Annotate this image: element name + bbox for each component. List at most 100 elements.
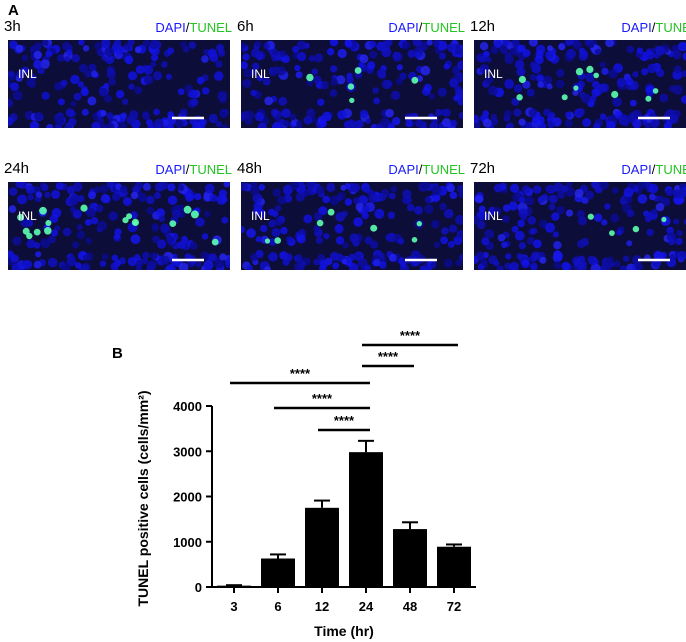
dapi-nucleus [157, 239, 167, 249]
dapi-nucleus [306, 182, 317, 189]
dapi-nucleus [18, 182, 28, 189]
dapi-nucleus [242, 78, 252, 88]
dapi-nucleus [350, 183, 361, 193]
dapi-nucleus [246, 264, 253, 270]
dapi-nucleus [385, 233, 393, 242]
stain-separator: / [418, 162, 423, 177]
stain-separator: / [185, 20, 190, 35]
dapi-nucleus [369, 40, 377, 48]
dapi-nucleus [9, 40, 18, 50]
dapi-label: DAPI [621, 20, 652, 35]
dapi-nucleus [395, 78, 403, 85]
dapi-nucleus [271, 53, 279, 62]
tunel-positive-cell [45, 220, 52, 226]
dapi-nucleus [626, 209, 635, 218]
dapi-nucleus [178, 184, 185, 191]
dapi-nucleus [493, 184, 503, 193]
dapi-nucleus [601, 219, 608, 226]
dapi-nucleus [177, 88, 185, 96]
dapi-nucleus [263, 42, 270, 50]
dapi-nucleus [678, 189, 686, 199]
dapi-nucleus [623, 187, 634, 198]
dapi-nucleus [65, 108, 75, 118]
dapi-nucleus [90, 70, 98, 78]
dapi-nucleus [503, 115, 510, 122]
dapi-nucleus [99, 184, 109, 194]
dapi-nucleus [20, 67, 27, 74]
dapi-nucleus [100, 123, 107, 128]
dapi-nucleus [221, 216, 229, 224]
dapi-nucleus [676, 229, 683, 237]
dapi-nucleus [361, 211, 368, 218]
dapi-nucleus [319, 119, 327, 128]
dapi-nucleus [153, 108, 161, 116]
dapi-nucleus [134, 86, 143, 95]
dapi-nucleus [135, 65, 145, 75]
dapi-nucleus [616, 77, 626, 88]
dapi-nucleus [359, 109, 369, 119]
dapi-nucleus [101, 253, 109, 261]
dapi-nucleus [311, 68, 318, 75]
dapi-nucleus [142, 251, 150, 259]
dapi-nucleus [73, 182, 82, 191]
dapi-nucleus [501, 241, 508, 248]
dapi-nucleus [622, 255, 630, 263]
dapi-nucleus [57, 54, 65, 62]
dapi-nucleus [264, 266, 271, 270]
dapi-nucleus [15, 44, 24, 53]
tunel-positive-cell [661, 216, 667, 223]
dapi-nucleus [134, 254, 141, 261]
dapi-nucleus [387, 211, 396, 219]
dapi-nucleus [361, 205, 370, 213]
dapi-nucleus [243, 68, 253, 78]
dapi-nucleus [481, 258, 488, 266]
dapi-nucleus [277, 195, 286, 205]
dapi-nucleus [626, 240, 633, 247]
dapi-nucleus [496, 265, 504, 270]
tunel-positive-cell [587, 213, 594, 220]
inl-label: INL [484, 67, 503, 81]
dapi-nucleus [405, 119, 413, 128]
dapi-nucleus [457, 60, 463, 70]
micrograph-tile: 6h DAPI/TUNEL INL [237, 18, 465, 136]
dapi-nucleus [296, 234, 306, 244]
y-tick-label: 2000 [173, 490, 202, 505]
dapi-nucleus [553, 241, 562, 250]
dapi-nucleus [369, 50, 378, 59]
dapi-nucleus [67, 255, 76, 264]
dapi-nucleus [504, 262, 512, 270]
dapi-nucleus [95, 204, 104, 213]
dapi-nucleus [505, 253, 512, 260]
dapi-nucleus [581, 93, 591, 104]
dapi-nucleus [479, 42, 489, 51]
dapi-nucleus [509, 47, 517, 55]
dapi-nucleus [274, 205, 282, 212]
dapi-nucleus [355, 202, 364, 212]
dapi-nucleus [274, 217, 283, 226]
dapi-nucleus [397, 238, 405, 245]
dapi-nucleus [135, 264, 142, 270]
tunel-positive-cell [190, 210, 199, 219]
dapi-nucleus [576, 209, 585, 219]
dapi-nucleus [180, 41, 187, 48]
dapi-nucleus [294, 262, 304, 270]
dapi-nucleus [344, 40, 353, 48]
dapi-nucleus [137, 192, 147, 202]
dapi-nucleus [551, 212, 560, 221]
dapi-nucleus [420, 65, 431, 76]
dapi-nucleus [51, 208, 62, 218]
dapi-nucleus [337, 192, 346, 200]
dapi-nucleus [537, 196, 545, 203]
dapi-nucleus [522, 185, 530, 194]
dapi-nucleus [538, 122, 547, 128]
dapi-nucleus [447, 240, 455, 248]
dapi-nucleus [364, 236, 373, 245]
tunel-positive-cell [122, 217, 129, 224]
dapi-nucleus [364, 264, 371, 270]
tunel-positive-cell [211, 238, 219, 246]
dapi-nucleus [62, 227, 72, 237]
dapi-nucleus [241, 61, 248, 70]
dapi-nucleus [401, 40, 411, 50]
dapi-nucleus [242, 53, 250, 61]
dapi-nucleus [99, 260, 107, 267]
